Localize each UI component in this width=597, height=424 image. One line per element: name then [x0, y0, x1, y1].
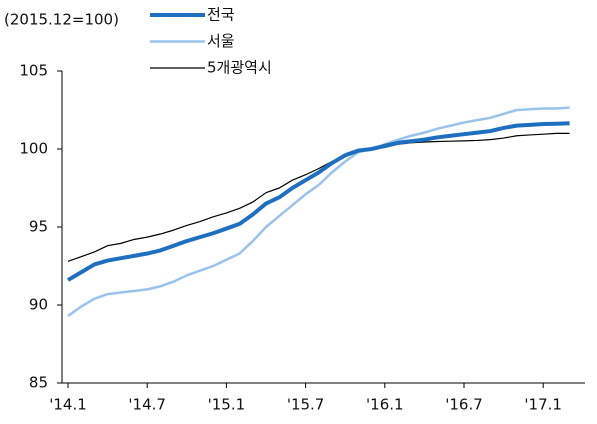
- series-line: [66, 121, 570, 282]
- x-tick-label: '14.7: [128, 396, 166, 414]
- y-tick-label: 95: [29, 218, 48, 236]
- legend-label: 서울: [207, 32, 235, 50]
- y-tick-label: 90: [29, 296, 48, 314]
- legend-label: 전국: [207, 6, 235, 24]
- x-tick-label: '16.1: [366, 396, 404, 414]
- series-line: [67, 132, 570, 262]
- x-tick-label: '17.1: [524, 396, 562, 414]
- x-tick-label: '14.1: [49, 396, 87, 414]
- y-tick-label: 105: [19, 62, 48, 80]
- series-line: [67, 106, 570, 317]
- y-tick-label: 100: [19, 140, 48, 158]
- y-unit-label: (2015.12=100): [4, 11, 119, 29]
- legend-label: 5개광역시: [207, 59, 272, 77]
- x-tick-label: '15.7: [287, 396, 325, 414]
- y-tick-label: 85: [29, 374, 48, 392]
- x-tick-label: '16.7: [445, 396, 483, 414]
- x-tick-label: '15.1: [208, 396, 246, 414]
